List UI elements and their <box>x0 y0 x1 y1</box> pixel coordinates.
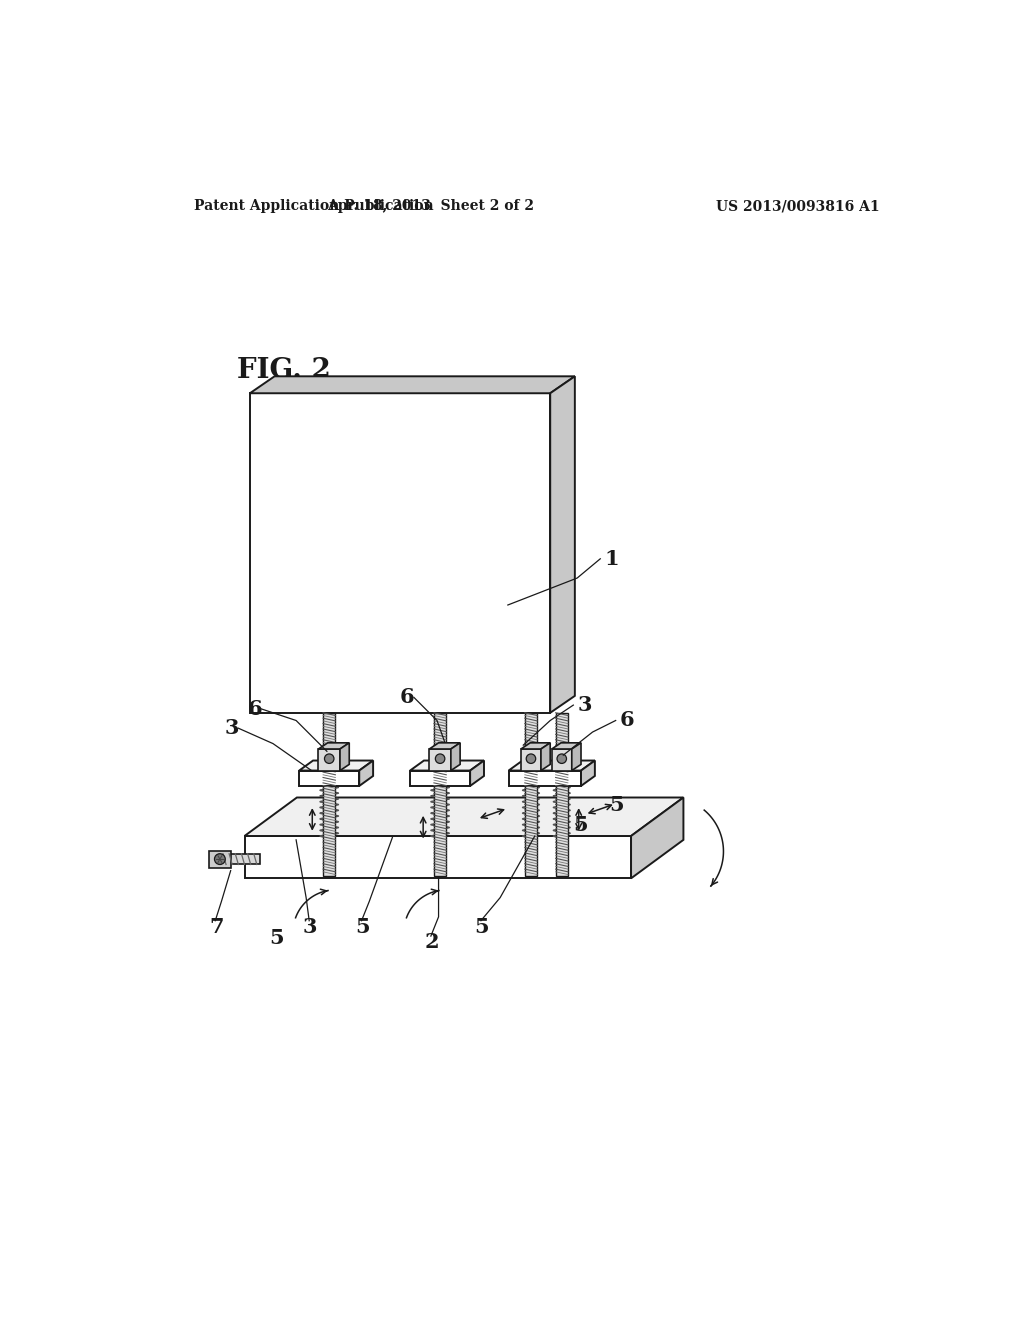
Polygon shape <box>250 376 574 393</box>
Circle shape <box>325 754 334 763</box>
Text: Apr. 18, 2013  Sheet 2 of 2: Apr. 18, 2013 Sheet 2 of 2 <box>328 199 535 213</box>
Polygon shape <box>299 771 359 785</box>
Polygon shape <box>209 850 230 867</box>
Polygon shape <box>410 760 484 771</box>
Polygon shape <box>429 748 451 771</box>
Polygon shape <box>434 713 446 876</box>
Polygon shape <box>451 743 460 771</box>
Polygon shape <box>541 743 550 771</box>
Text: 6: 6 <box>248 700 262 719</box>
Polygon shape <box>509 771 581 785</box>
Polygon shape <box>245 836 631 878</box>
Polygon shape <box>318 743 349 748</box>
Polygon shape <box>318 748 340 771</box>
Polygon shape <box>245 797 683 836</box>
Polygon shape <box>550 376 574 713</box>
Polygon shape <box>521 743 550 748</box>
Polygon shape <box>552 748 571 771</box>
Text: 3: 3 <box>224 718 239 738</box>
Circle shape <box>557 754 566 763</box>
Text: 5: 5 <box>269 928 285 948</box>
Polygon shape <box>220 854 260 865</box>
Text: Patent Application Publication: Patent Application Publication <box>194 199 433 213</box>
Polygon shape <box>470 760 484 785</box>
Text: 1: 1 <box>604 549 618 569</box>
Text: 5: 5 <box>609 795 624 816</box>
Text: 6: 6 <box>620 710 634 730</box>
Text: 3: 3 <box>578 696 592 715</box>
Polygon shape <box>250 393 550 713</box>
Polygon shape <box>521 748 541 771</box>
Polygon shape <box>552 743 581 748</box>
Text: 5: 5 <box>475 917 489 937</box>
Text: 3: 3 <box>303 917 317 937</box>
Polygon shape <box>631 797 683 878</box>
Polygon shape <box>581 760 595 785</box>
Polygon shape <box>340 743 349 771</box>
Circle shape <box>526 754 536 763</box>
Text: 6: 6 <box>400 688 415 708</box>
Polygon shape <box>429 743 460 748</box>
Polygon shape <box>323 713 336 876</box>
Circle shape <box>435 754 444 763</box>
Polygon shape <box>410 771 470 785</box>
Polygon shape <box>556 713 568 876</box>
Polygon shape <box>509 760 595 771</box>
Polygon shape <box>359 760 373 785</box>
Text: 5: 5 <box>355 917 370 937</box>
Text: 2: 2 <box>425 932 439 952</box>
Text: US 2013/0093816 A1: US 2013/0093816 A1 <box>716 199 880 213</box>
Circle shape <box>214 854 225 865</box>
Text: 7: 7 <box>209 917 223 937</box>
Text: 5: 5 <box>573 816 588 836</box>
Polygon shape <box>571 743 581 771</box>
Text: FIG. 2: FIG. 2 <box>237 358 331 384</box>
Polygon shape <box>299 760 373 771</box>
Polygon shape <box>524 713 538 876</box>
